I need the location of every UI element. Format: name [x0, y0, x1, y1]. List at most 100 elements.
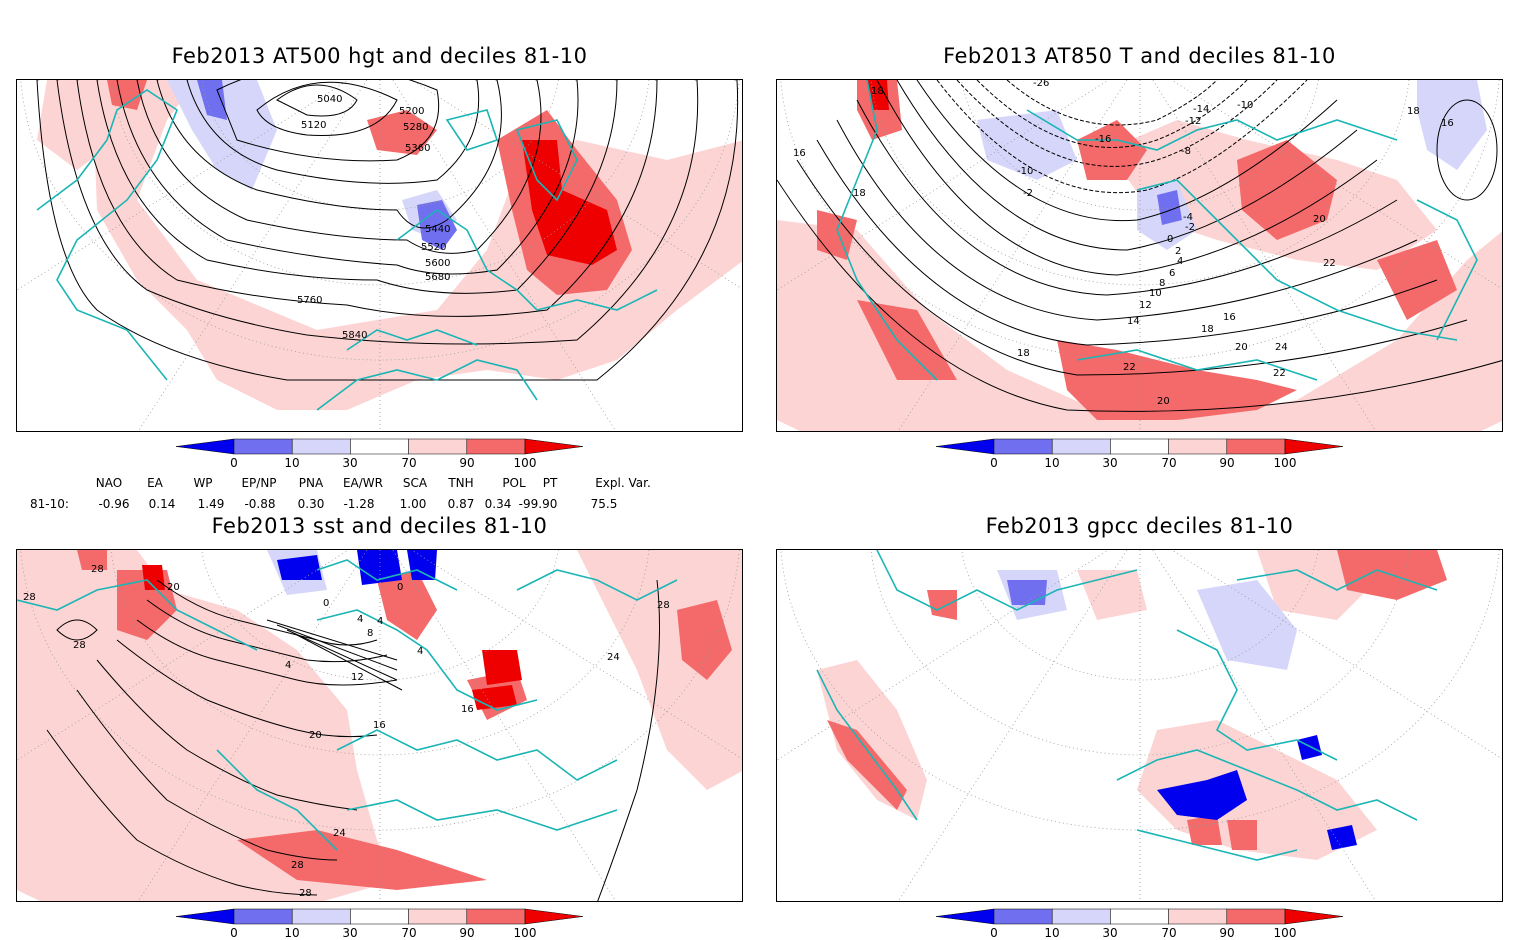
- contour-label: 18: [1407, 106, 1420, 117]
- index-value: 1.49: [197, 497, 225, 511]
- colorbar-arrow-low: [175, 438, 235, 455]
- colorbar-arrow-low: [935, 438, 995, 455]
- contour-label: 5600: [425, 258, 450, 269]
- index-value: 0.14: [148, 497, 176, 511]
- contour-label: 12: [351, 672, 364, 683]
- contour-label: 5680: [425, 272, 450, 283]
- colorbar-label: 0: [990, 926, 998, 940]
- contour-label: 20: [167, 582, 180, 593]
- contour-label: 0: [1167, 234, 1173, 245]
- index-value: -99.90: [518, 497, 558, 511]
- colorbar-labels-top-left: 0 10 30 70 90 100: [0, 456, 760, 472]
- panel-title-at500: Feb2013 AT500 hgt and deciles 81-10: [171, 44, 588, 68]
- colorbar-label: 10: [1044, 456, 1060, 470]
- map-gpcc: [776, 549, 1503, 902]
- index-value: -0.96: [98, 497, 130, 511]
- contour-label: -4: [1183, 212, 1193, 223]
- index-value: 0.30: [297, 497, 325, 511]
- contour-label: 8: [1159, 278, 1165, 289]
- contour-label: 5280: [403, 122, 428, 133]
- contour-label: 4: [1177, 256, 1183, 267]
- contour-label: 10: [1149, 288, 1162, 299]
- shade-red-5: [1227, 820, 1257, 850]
- colorbar-label: 10: [1044, 926, 1060, 940]
- index-value: -1.28: [343, 497, 375, 511]
- map-svg-sst: 28 28 28 20 0 0 4 4 8 4 12 16 20 24 28 2…: [17, 550, 742, 901]
- contour-label: 28: [299, 888, 312, 899]
- index-header: EA/WR: [342, 476, 384, 490]
- contour-label: 16: [793, 148, 806, 159]
- colorbar-segment: [1168, 438, 1228, 455]
- colorbar-segment: [350, 908, 409, 925]
- shade-red-2: [367, 110, 437, 155]
- index-header: SCA: [402, 476, 428, 490]
- shade-red-6: [77, 550, 107, 570]
- colorbar-segment: [408, 908, 468, 925]
- contour-label: 5520: [421, 242, 446, 253]
- colorbar-bottom-right: [935, 908, 1344, 925]
- colorbar-segment: [466, 438, 526, 455]
- colorbar-segment: [466, 908, 526, 925]
- colorbar-segment: [350, 438, 409, 455]
- shade-pale-red: [777, 220, 1502, 431]
- map-at500-hgt: 5040 5120 5200 5280 5360 5440 5520 5600 …: [16, 79, 743, 432]
- shade-red-5: [817, 210, 857, 260]
- colorbar-segment: [1110, 438, 1169, 455]
- contour-label: 0: [323, 598, 329, 609]
- shade-red-6: [857, 300, 957, 380]
- index-header: PNA: [298, 476, 324, 490]
- shade-red-5: [377, 570, 437, 640]
- shade-deep-blue: [277, 555, 322, 580]
- colorbar-labels-bottom-right: 0 10 30 70 90 100: [760, 926, 1520, 940]
- index-header: NAO: [95, 476, 123, 490]
- shade-pale-blue: [1417, 80, 1487, 170]
- contour-label: 5840: [342, 330, 367, 341]
- indices-header-row: NAO EA WP EP/NP PNA EA/WR SCA TNH POL PT…: [0, 476, 760, 492]
- contour-label: -12: [1185, 116, 1201, 127]
- contour-label: 22: [1123, 362, 1136, 373]
- contour-label: 18: [1017, 348, 1030, 359]
- contour-label: 5120: [301, 120, 326, 131]
- map-svg-at500: 5040 5120 5200 5280 5360 5440 5520 5600 …: [17, 80, 742, 431]
- colorbar-label: 0: [230, 926, 238, 940]
- colorbar-segment: [993, 438, 1053, 455]
- index-value: -0.88: [244, 497, 276, 511]
- contour-label: 12: [1139, 300, 1152, 311]
- contour-label: 28: [91, 564, 104, 575]
- colorbar-label: 30: [1102, 926, 1118, 940]
- colorbar-label: 10: [284, 456, 300, 470]
- contour-label: 28: [291, 860, 304, 871]
- shade-deep-red: [867, 80, 889, 110]
- colorbar-label: 0: [230, 456, 238, 470]
- colorbar-segment: [1051, 908, 1111, 925]
- colorbar-segment: [408, 438, 468, 455]
- colorbar-arrow-high: [1284, 438, 1344, 455]
- colorbar-label: 100: [513, 456, 537, 470]
- index-value: 1.00: [399, 497, 427, 511]
- shade-red-2: [827, 720, 907, 810]
- contour-label: 24: [1275, 342, 1288, 353]
- colorbar-label: 70: [401, 456, 417, 470]
- contour-label: 28: [23, 592, 36, 603]
- colorbar-arrow-low: [935, 908, 995, 925]
- shade-deep-red: [482, 650, 522, 685]
- contour-label: 20: [1313, 214, 1326, 225]
- contour-label: 20: [1235, 342, 1248, 353]
- colorbar-segment: [291, 438, 351, 455]
- colorbar-arrow-high: [1284, 908, 1344, 925]
- index-row-label: 81-10:: [30, 497, 69, 511]
- contour-label: 5040: [317, 94, 342, 105]
- contour-label: 18: [871, 86, 884, 97]
- index-value: 75.5: [590, 497, 618, 511]
- colorbar-label: 10: [284, 926, 300, 940]
- panel-title-gpcc: Feb2013 gpcc deciles 81-10: [985, 514, 1294, 538]
- index-header: POL: [502, 476, 526, 490]
- shade-red-4: [1187, 815, 1222, 845]
- colorbar-label: 30: [1102, 456, 1118, 470]
- index-header: EA: [147, 476, 163, 490]
- contour-label: 22: [1273, 368, 1286, 379]
- contour-label: 28: [73, 640, 86, 651]
- colorbar-segment: [1110, 908, 1169, 925]
- shade-pale-blue: [1197, 580, 1297, 670]
- shade-blue: [197, 80, 227, 120]
